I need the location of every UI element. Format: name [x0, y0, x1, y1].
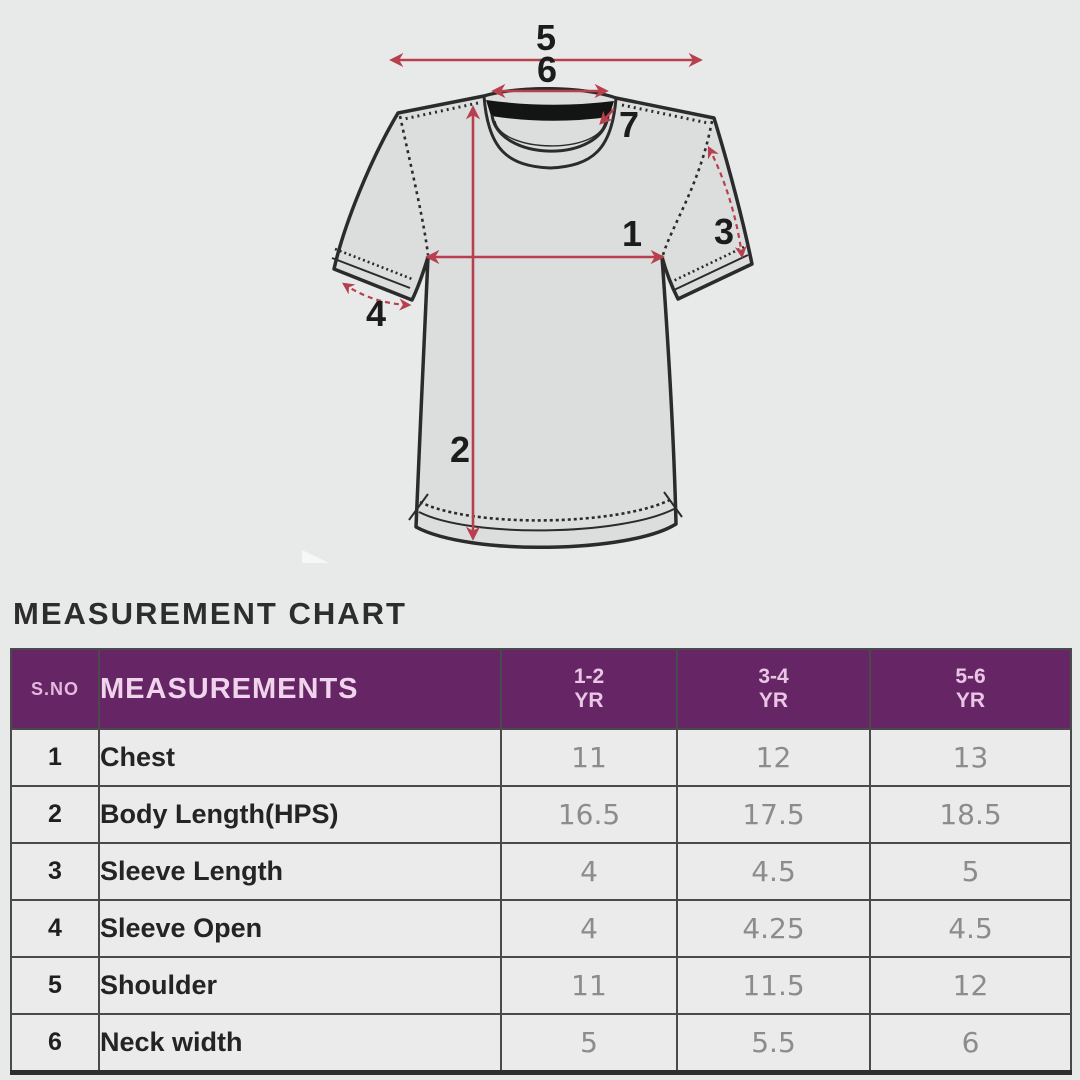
row-value: 5 — [500, 1013, 678, 1075]
row-name: Chest — [98, 728, 502, 787]
row-value: 12 — [676, 728, 871, 787]
label-sleeve-length: 3 — [714, 211, 734, 252]
table-row: 3 Sleeve Length 4 4.5 5 — [10, 842, 1072, 901]
label-neck-width: 6 — [537, 49, 557, 90]
header-age-1-2: 1-2 YR — [500, 648, 678, 730]
row-value: 11 — [500, 956, 678, 1015]
row-value: 5.5 — [676, 1013, 871, 1075]
watermark-triangle — [302, 550, 329, 563]
row-sno: 5 — [10, 956, 100, 1015]
header-age-1-2-range: 1-2 — [573, 664, 605, 688]
header-age-3-4-range: 3-4 — [758, 664, 789, 688]
row-sno: 6 — [10, 1013, 100, 1075]
row-value: 4 — [500, 899, 678, 958]
table-row: 5 Shoulder 11 11.5 12 — [10, 956, 1072, 1015]
row-value: 11.5 — [676, 956, 871, 1015]
header-age-3-4: 3-4 YR — [676, 648, 871, 730]
row-value: 12 — [869, 956, 1072, 1015]
table-row: 2 Body Length(HPS) 16.5 17.5 18.5 — [10, 785, 1072, 844]
row-name: Neck width — [98, 1013, 502, 1075]
row-value: 4 — [500, 842, 678, 901]
label-chest: 1 — [622, 213, 642, 254]
row-sno: 3 — [10, 842, 100, 901]
sleeve-open-arrow — [342, 282, 412, 311]
seam-stitching — [331, 101, 749, 532]
measurement-arrows — [342, 52, 747, 541]
row-value: 4.5 — [869, 899, 1072, 958]
measurement-table-section: S.NO MEASUREMENTS 1-2 YR 3-4 YR 5-6 YR — [10, 648, 1072, 1075]
row-value: 13 — [869, 728, 1072, 787]
label-sleeve-open: 4 — [366, 293, 386, 334]
table-row: 1 Chest 11 12 13 — [10, 728, 1072, 787]
header-sno: S.NO — [10, 648, 100, 730]
measurement-numbers: 5 6 7 1 2 3 4 — [366, 17, 734, 470]
row-value: 16.5 — [500, 785, 678, 844]
label-shoulder: 5 — [536, 17, 556, 58]
table-row: 4 Sleeve Open 4 4.25 4.5 — [10, 899, 1072, 958]
table-header-row: S.NO MEASUREMENTS 1-2 YR 3-4 YR 5-6 YR — [10, 648, 1072, 730]
header-age-5-6: 5-6 YR — [869, 648, 1072, 730]
row-value: 4.25 — [676, 899, 871, 958]
header-age-5-6-unit: YR — [955, 689, 986, 712]
row-sno: 4 — [10, 899, 100, 958]
header-age-3-4-unit: YR — [758, 689, 789, 712]
sleeve-length-arrow — [707, 145, 747, 259]
page-title: MEASUREMENT CHART — [13, 596, 407, 631]
tshirt-measurement-diagram: 5 6 7 1 2 3 4 — [302, 17, 754, 563]
row-sno: 2 — [10, 785, 100, 844]
header-measurements: MEASUREMENTS — [98, 648, 502, 730]
tshirt-diagram-svg: 5 6 7 1 2 3 4 — [302, 17, 754, 563]
row-name: Body Length(HPS) — [98, 785, 502, 844]
collar-band — [486, 100, 614, 121]
table-row: 6 Neck width 5 5.5 6 — [10, 1013, 1072, 1075]
header-age-5-6-range: 5-6 — [955, 664, 986, 688]
row-value: 18.5 — [869, 785, 1072, 844]
measurement-table: S.NO MEASUREMENTS 1-2 YR 3-4 YR 5-6 YR — [10, 648, 1072, 1075]
collar-arrow — [599, 108, 615, 125]
header-age-1-2-unit: YR — [574, 689, 604, 712]
label-body-length: 2 — [450, 429, 470, 470]
row-value: 11 — [500, 728, 678, 787]
row-value: 5 — [869, 842, 1072, 901]
row-sno: 1 — [10, 728, 100, 787]
label-collar: 7 — [619, 104, 639, 145]
row-name: Sleeve Length — [98, 842, 502, 901]
row-value: 4.5 — [676, 842, 871, 901]
row-value: 17.5 — [676, 785, 871, 844]
row-name: Shoulder — [98, 956, 502, 1015]
row-name: Sleeve Open — [98, 899, 502, 958]
row-value: 6 — [869, 1013, 1072, 1075]
tshirt-illustration — [331, 87, 754, 550]
